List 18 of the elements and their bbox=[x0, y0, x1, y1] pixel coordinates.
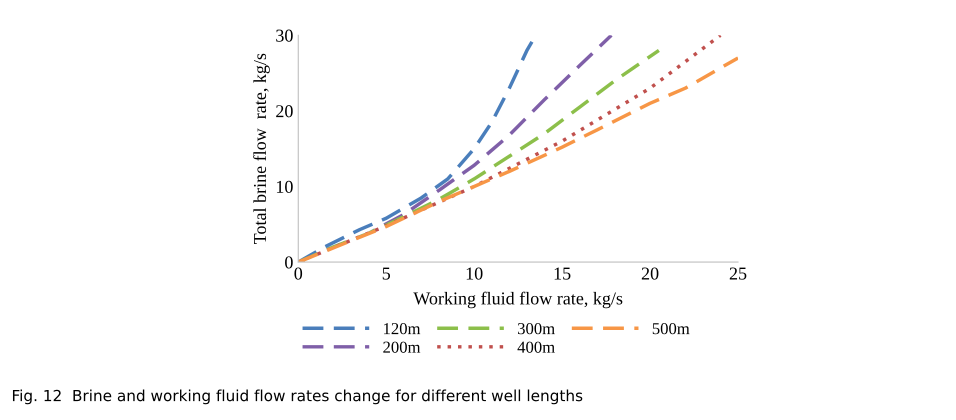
x-tick-label: 20 bbox=[642, 267, 658, 280]
x-tick-label: 25 bbox=[730, 268, 746, 280]
x-tick-label: 10 bbox=[466, 267, 483, 280]
x-tick-label: 0 bbox=[294, 267, 302, 280]
legend-label: 200m bbox=[383, 342, 420, 353]
x-tick-label: 15 bbox=[554, 268, 570, 280]
y-tick-label: 30 bbox=[276, 30, 293, 42]
legend-label: 400m bbox=[518, 342, 555, 353]
legend-label: 500m bbox=[652, 323, 690, 334]
legend-label: 300m bbox=[518, 323, 555, 334]
y-axis-title: Total brine flow rate, kg/s bbox=[253, 54, 270, 244]
y-tick-label: 20 bbox=[276, 105, 293, 118]
x-tick-label: 5 bbox=[382, 268, 390, 280]
y-tick-label: 0 bbox=[285, 256, 293, 269]
y-tick-label: 10 bbox=[276, 180, 293, 193]
x-axis-title: Working fluid flow rate, kg/s bbox=[413, 292, 622, 308]
legend-label: 120m bbox=[384, 323, 420, 334]
caption: Fig. 12 Brine and working fluid flow rates change for different well lengths bbox=[12, 389, 582, 404]
